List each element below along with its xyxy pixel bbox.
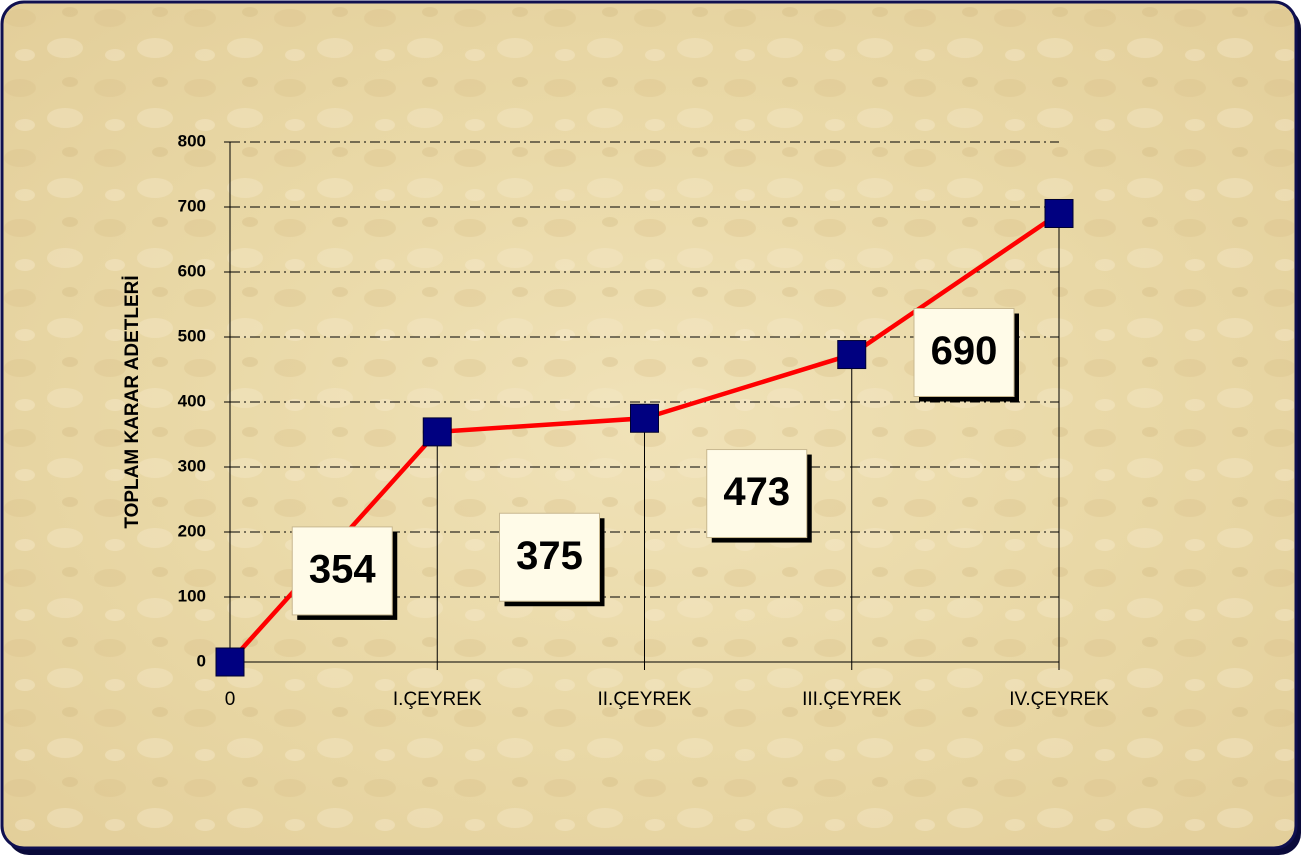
marker [422, 417, 452, 447]
data-label: 375 [516, 534, 583, 578]
data-label: 354 [309, 547, 376, 591]
y-tick-label: 400 [178, 391, 206, 410]
x-tick-label: IV.ÇEYREK [1009, 689, 1109, 710]
data-label-box [913, 308, 1015, 397]
data-label-box [706, 449, 808, 539]
y-tick-label: 800 [178, 131, 206, 150]
data-label: 690 [931, 329, 998, 373]
y-tick-label: 0 [197, 651, 206, 670]
plot-area: 0 100 200 300 400 500 600 700 800 0 I.ÇEYREK II.ÇEY… [178, 131, 1110, 710]
x-tick-label: III.ÇEYREK [802, 689, 902, 710]
y-tick-label: 300 [178, 456, 206, 475]
data-label: 473 [723, 470, 790, 514]
data-label-box [499, 512, 600, 602]
y-axis-label: TOPLAM KARAR ADETLERİ [122, 275, 143, 528]
marker [215, 647, 245, 677]
marker [837, 340, 867, 370]
x-tick-label: I.ÇEYREK [393, 689, 482, 710]
y-tick-label: 700 [178, 196, 206, 215]
marker [1044, 199, 1074, 228]
y-tick-label: 200 [178, 521, 206, 540]
data-label-box [291, 526, 393, 616]
y-tick-label: 500 [178, 326, 206, 345]
x-tick-label: II.ÇEYREK [598, 689, 692, 710]
marker [630, 403, 659, 433]
y-tick-label: 600 [178, 261, 206, 280]
x-tick-label: 0 [225, 689, 236, 710]
y-tick-label: 100 [178, 586, 206, 605]
